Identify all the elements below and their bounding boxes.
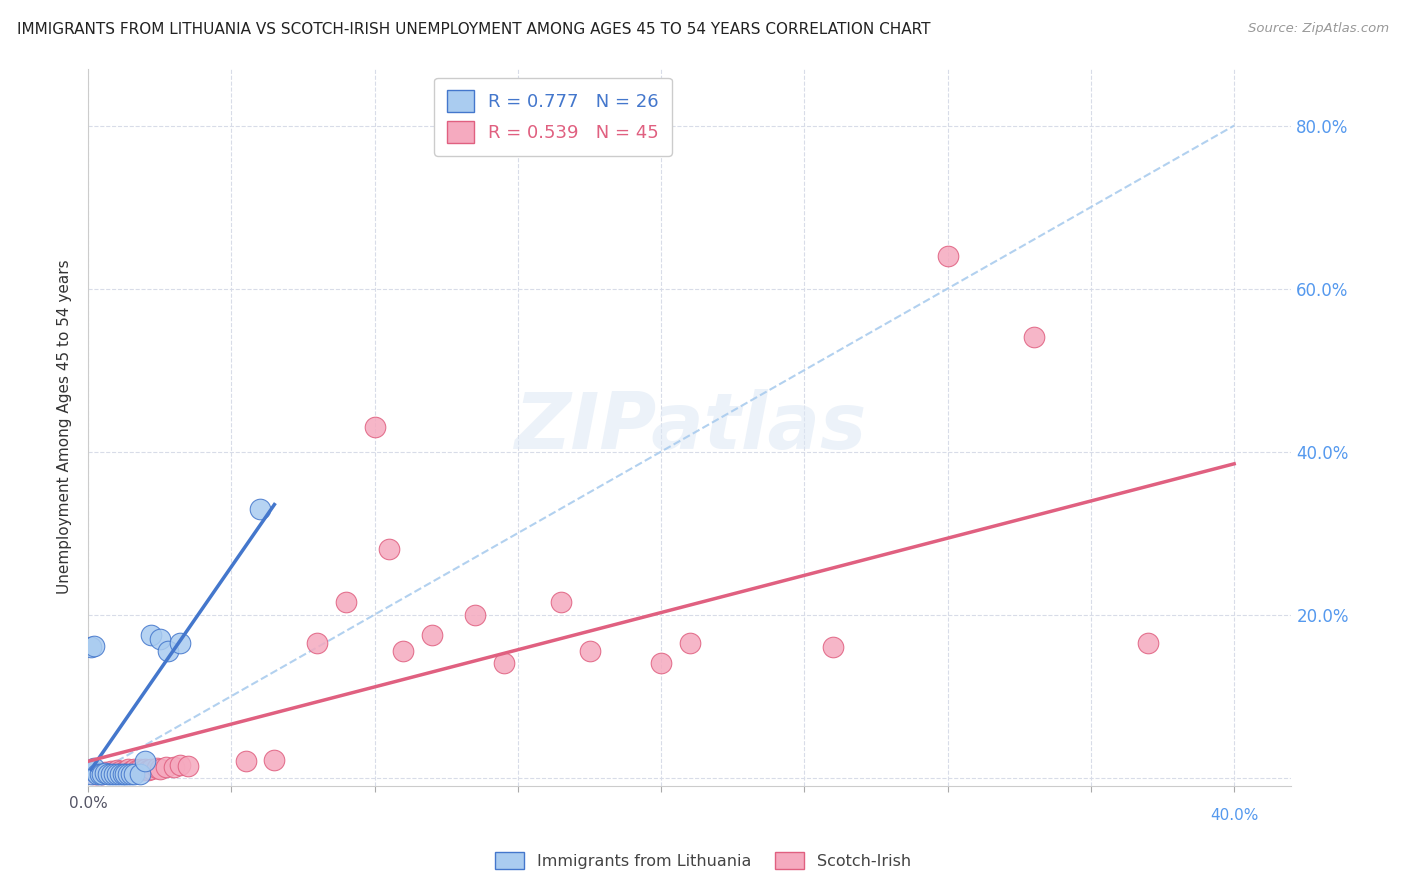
Point [114,766,136,780]
Point [117,767,139,781]
Point [111,767,134,781]
Point [1022,330,1045,344]
Point [83,639,105,653]
Point [94,765,117,780]
Point [679,636,702,650]
Point [105,764,128,778]
Point [83,764,105,778]
Point [97,766,120,780]
Point [823,640,845,655]
Point [141,628,163,642]
Point [263,753,285,767]
Point [108,764,131,778]
Point [335,595,357,609]
Point [120,767,142,781]
Point [108,766,131,780]
Point [464,607,486,622]
Point [141,763,163,777]
Point [100,766,122,780]
Point [149,762,172,776]
Point [117,763,139,777]
Point [128,767,150,781]
Point [120,764,142,778]
Legend: Immigrants from Lithuania, Scotch-Irish: Immigrants from Lithuania, Scotch-Irish [489,846,917,875]
Point [650,657,672,671]
Point [134,763,156,777]
Point [550,595,572,609]
Point [131,764,153,778]
Point [128,763,150,777]
Point [1137,636,1160,650]
Text: IMMIGRANTS FROM LITHUANIA VS SCOTCH-IRISH UNEMPLOYMENT AMONG AGES 45 TO 54 YEARS: IMMIGRANTS FROM LITHUANIA VS SCOTCH-IRIS… [17,22,931,37]
Point [89,765,111,780]
Point [169,758,191,772]
Point [177,759,200,773]
Text: 40.0%: 40.0% [1211,808,1258,823]
Point [125,764,148,778]
Point [363,420,385,434]
Point [103,764,125,779]
Point [235,754,257,768]
Point [86,766,108,780]
Point [420,628,443,642]
Point [83,761,105,775]
Point [936,249,959,263]
Point [155,760,177,774]
Point [97,765,120,780]
Legend: R = 0.777   N = 26, R = 0.539   N = 45: R = 0.777 N = 26, R = 0.539 N = 45 [434,78,672,156]
Point [89,767,111,781]
Point [91,766,114,780]
Point [122,763,145,777]
Point [83,767,105,781]
Point [94,764,117,779]
Point [392,644,415,658]
Point [80,766,103,780]
Point [157,644,180,658]
Point [111,764,134,779]
Point [100,764,122,778]
Text: Source: ZipAtlas.com: Source: ZipAtlas.com [1249,22,1389,36]
Point [114,764,136,778]
Point [86,766,108,780]
Point [578,644,600,658]
Point [149,632,172,646]
Point [492,657,515,671]
Point [307,636,329,650]
Point [134,754,156,768]
Point [105,767,128,781]
Point [146,761,169,775]
Y-axis label: Unemployment Among Ages 45 to 54 years: Unemployment Among Ages 45 to 54 years [58,260,72,594]
Text: ZIPatlas: ZIPatlas [513,389,866,465]
Point [80,640,103,655]
Point [378,542,401,557]
Point [103,767,125,781]
Point [91,767,114,781]
Point [163,760,186,774]
Point [122,766,145,780]
Point [249,501,271,516]
Point [136,764,159,778]
Point [169,636,191,650]
